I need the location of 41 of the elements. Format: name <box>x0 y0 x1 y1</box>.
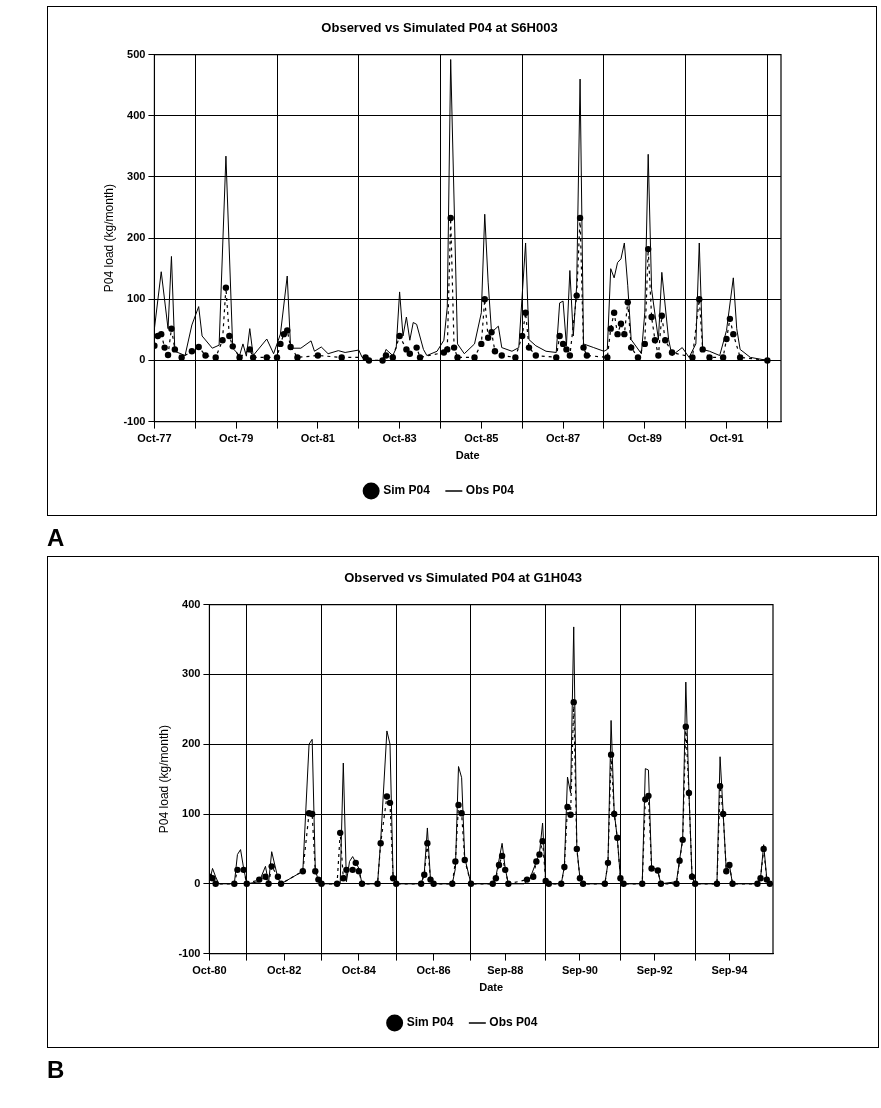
x-tick-label: Oct-80 <box>192 964 227 977</box>
y-axis-title: P04 load (kg/month) <box>101 184 116 293</box>
x-tick-label: Oct-77 <box>137 432 172 445</box>
text: B <box>47 1056 65 1084</box>
y-tick-label: 400 <box>127 108 146 121</box>
y-tick-label: 300 <box>182 667 201 680</box>
x-tick-label: Oct-89 <box>627 432 662 445</box>
y-tick-label: 400 <box>182 597 201 610</box>
x-tick-label: Oct-87 <box>545 432 581 445</box>
y-tick-label: 500 <box>127 47 146 60</box>
legend-label: Obs P04 <box>489 1015 538 1030</box>
legend-label: Sim P04 <box>383 483 431 498</box>
x-tick-label: Oct-91 <box>709 432 744 445</box>
x-tick-label: Sep-94 <box>711 964 749 977</box>
x-tick-label: Oct-82 <box>267 964 302 977</box>
x-tick-label: Oct-79 <box>219 432 254 445</box>
x-tick-label: Sep-92 <box>636 964 673 977</box>
y-axis-title: P04 load (kg/month) <box>156 725 171 834</box>
x-tick-label: Oct-84 <box>341 964 377 977</box>
x-tick-label: Sep-90 <box>561 964 598 977</box>
x-axis-title: Date <box>455 449 480 462</box>
y-tick-label: -100 <box>123 414 146 427</box>
y-tick-label: 100 <box>182 807 201 820</box>
y-tick-label: 0 <box>139 353 146 366</box>
y-tick-label: -100 <box>178 946 201 959</box>
x-tick-label: Oct-83 <box>382 432 417 445</box>
text: A <box>47 524 65 552</box>
legend-label: Sim P04 <box>406 1015 454 1030</box>
x-tick-label: Oct-86 <box>416 964 451 977</box>
y-tick-label: 0 <box>194 876 201 889</box>
x-tick-label: Oct-85 <box>464 432 499 445</box>
x-tick-label: Sep-88 <box>487 964 524 977</box>
x-tick-label: Oct-81 <box>300 432 335 445</box>
y-tick-label: 200 <box>182 737 201 750</box>
legend-label: Obs P04 <box>465 483 515 498</box>
y-tick-label: 100 <box>127 292 146 305</box>
y-tick-label: 200 <box>127 231 146 244</box>
chart-title: Observed vs Simulated P04 at S6H003 <box>321 20 558 36</box>
x-axis-title: Date <box>479 981 504 994</box>
y-tick-label: 300 <box>127 169 146 182</box>
chart-title: Observed vs Simulated P04 at G1H043 <box>344 570 582 586</box>
